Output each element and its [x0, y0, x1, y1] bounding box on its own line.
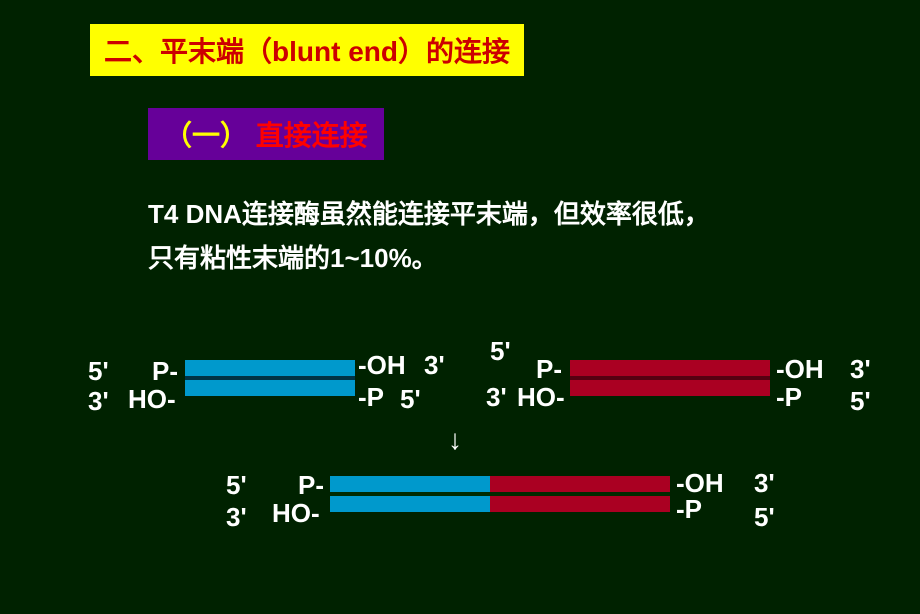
subsection-number: （一）: [164, 120, 248, 151]
section-title: 二、平末端（blunt end）的连接: [90, 24, 524, 76]
dna-diagram: 5' P- -OH 3' 3' HO- -P 5' 5' P- -OH 3' 3…: [0, 330, 920, 590]
lig-a-top-strand: [330, 476, 490, 492]
frag-b-HO-left: HO-: [517, 382, 565, 413]
frag-b-P-right: -P: [776, 382, 802, 413]
lig-a-bot-strand: [330, 496, 490, 512]
subsection-title: （一） 直接连接: [148, 108, 384, 160]
body-line-2: 只有粘性末端的1~10%。: [148, 236, 848, 280]
lig-5prime-left: 5': [226, 470, 247, 501]
frag-b-3prime-right: 3': [850, 354, 871, 385]
lig-b-top-strand: [490, 476, 670, 492]
frag-b-P-left: P-: [536, 354, 562, 385]
frag-a-HO-left: HO-: [128, 384, 176, 415]
frag-a-3prime-left: 3': [88, 386, 109, 417]
frag-b-OH-right: -OH: [776, 354, 824, 385]
subsection-label: 直接连接: [248, 120, 368, 151]
frag-a-3prime-right: 3': [424, 350, 445, 381]
frag-b-5prime-left: 5': [490, 336, 511, 367]
frag-a-5prime-right: 5': [400, 384, 421, 415]
body-text: T4 DNA连接酶虽然能连接平末端，但效率很低， 只有粘性末端的1~10%。: [148, 192, 848, 280]
frag-a-P-right: -P: [358, 382, 384, 413]
lig-HO-left: HO-: [272, 498, 320, 529]
frag-b-5prime-right: 5': [850, 386, 871, 417]
frag-b-3prime-left: 3': [486, 382, 507, 413]
frag-a-bot-strand: [185, 380, 355, 396]
frag-a-5prime-left: 5': [88, 356, 109, 387]
body-line-1: T4 DNA连接酶虽然能连接平末端，但效率很低，: [148, 192, 848, 236]
arrow-down-icon: ↓: [448, 424, 462, 456]
lig-P-left: P-: [298, 470, 324, 501]
slide: 二、平末端（blunt end）的连接 （一） 直接连接 T4 DNA连接酶虽然…: [0, 0, 920, 614]
lig-P-right: -P: [676, 494, 702, 525]
lig-5prime-right: 5': [754, 502, 775, 533]
frag-a-OH-right: -OH: [358, 350, 406, 381]
lig-3prime-left: 3': [226, 502, 247, 533]
frag-a-P-left: P-: [152, 356, 178, 387]
frag-b-top-strand: [570, 360, 770, 376]
frag-a-top-strand: [185, 360, 355, 376]
lig-b-bot-strand: [490, 496, 670, 512]
lig-3prime-right: 3': [754, 468, 775, 499]
frag-b-bot-strand: [570, 380, 770, 396]
section-title-text: 二、平末端（blunt end）的连接: [104, 36, 510, 67]
